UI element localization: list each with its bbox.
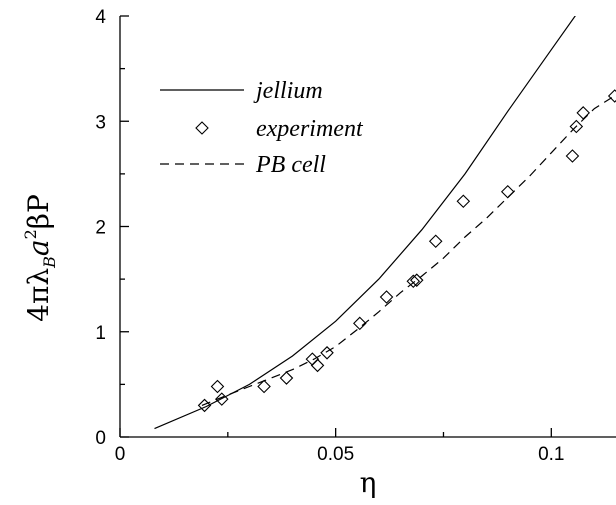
experiment-point	[577, 107, 589, 119]
y-label-suffix: βP	[22, 194, 55, 229]
experiment-point	[306, 353, 318, 365]
experiment-point	[312, 359, 324, 371]
y-tick-label: 0	[95, 428, 106, 449]
legend-label-pb-cell: PB cell	[255, 152, 326, 178]
experiment-point	[502, 186, 514, 198]
series-layer	[155, 0, 616, 429]
x-tick-label: 0	[115, 444, 126, 465]
x-tick-label: 0.05	[317, 444, 354, 465]
y-tick-label: 3	[95, 112, 106, 133]
experiment-point	[280, 372, 292, 384]
experiment-point	[430, 235, 442, 247]
experiment-point	[211, 380, 223, 392]
experiment-point	[609, 90, 616, 102]
y-label-prefix: 4πλ	[22, 268, 55, 322]
legend-label-experiment: experiment	[256, 116, 364, 142]
legend: jellium experiment PB cell	[160, 78, 364, 178]
experiment-point	[457, 195, 469, 207]
legend-marker-experiment	[196, 122, 208, 134]
y-axis-label: 4πλBa2βP	[21, 194, 59, 322]
legend-label-jellium: jellium	[253, 78, 323, 104]
y-tick-label: 2	[95, 218, 106, 239]
axes	[120, 16, 616, 437]
y-tick-label: 4	[95, 7, 106, 28]
x-axis-label: η	[360, 466, 377, 499]
y-label-middle: a	[22, 239, 55, 256]
jellium-curve	[155, 0, 591, 429]
ticks: 0 0.05 0.1 0 1 2 3 4	[95, 7, 564, 465]
x-tick-label: 0.1	[538, 444, 564, 465]
y-label-subscript: B	[40, 256, 59, 269]
experiment-point	[566, 150, 578, 162]
y-label-superscript: 2	[21, 229, 40, 239]
y-tick-label: 1	[95, 323, 106, 344]
